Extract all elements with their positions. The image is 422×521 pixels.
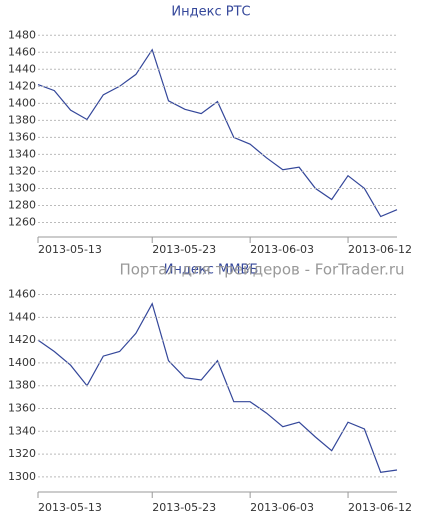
y-tick-label: 1340 (8, 147, 36, 160)
chart-title: Индекс ММВБ (164, 263, 259, 278)
y-tick-label: 1360 (8, 130, 36, 143)
line (37, 302, 398, 473)
x-tick-label: 2013-06-12 (348, 501, 412, 514)
x-tick-label: 2013-05-23 (152, 501, 216, 514)
y-tick-label: 1420 (8, 333, 36, 346)
y-tick-label: 1380 (8, 379, 36, 392)
y-tick-label: 1400 (8, 356, 36, 369)
line (37, 48, 398, 218)
y-tick-label: 1260 (8, 215, 36, 228)
y-tick-label: 1320 (8, 164, 36, 177)
y-tick-label: 1380 (8, 113, 36, 126)
y-tick-label: 1480 (8, 28, 36, 41)
x-tick-label: 2013-05-13 (38, 501, 102, 514)
chart-title: Индекс РТС (171, 5, 250, 20)
y-tick-label: 1300 (8, 470, 36, 483)
x-tick-label: 2013-05-23 (152, 243, 216, 256)
y-tick-label: 1340 (8, 424, 36, 437)
y-tick-label: 1460 (8, 288, 36, 301)
y-tick-label: 1300 (8, 181, 36, 194)
y-tick-label: 1440 (8, 62, 36, 75)
y-tick-label: 1440 (8, 310, 36, 323)
y-tick-label: 1360 (8, 402, 36, 415)
x-tick-label: 2013-05-13 (38, 243, 102, 256)
y-tick-label: 1280 (8, 198, 36, 211)
y-tick-label: 1460 (8, 45, 36, 58)
x-tick-label: 2013-06-03 (250, 501, 314, 514)
y-tick-label: 1320 (8, 447, 36, 460)
y-tick-label: 1400 (8, 96, 36, 109)
x-tick-label: 2013-06-03 (250, 243, 314, 256)
y-tick-label: 1420 (8, 79, 36, 92)
x-tick-label: 2013-06-12 (348, 243, 412, 256)
watermark: Портал для трейдеров - ForTrader.ru (119, 261, 404, 279)
